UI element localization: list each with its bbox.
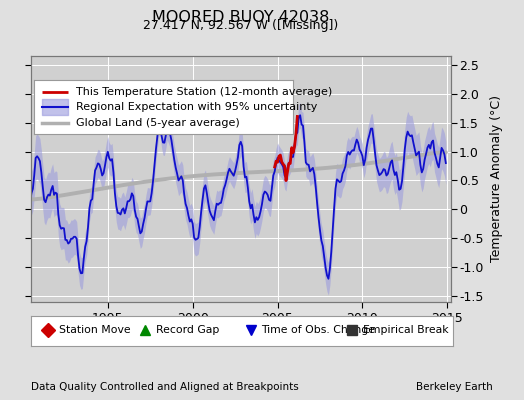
Text: Regional Expectation with 95% uncertainty: Regional Expectation with 95% uncertaint… <box>75 102 317 112</box>
Text: Record Gap: Record Gap <box>156 326 219 335</box>
Text: Time of Obs. Change: Time of Obs. Change <box>261 326 375 335</box>
Text: Global Land (5-year average): Global Land (5-year average) <box>75 118 239 128</box>
Text: Berkeley Earth: Berkeley Earth <box>416 382 493 392</box>
Text: Empirical Break: Empirical Break <box>363 326 448 335</box>
Y-axis label: Temperature Anomaly (°C): Temperature Anomaly (°C) <box>490 96 504 262</box>
Text: Station Move: Station Move <box>59 326 130 335</box>
Text: MOORED BUOY 42038: MOORED BUOY 42038 <box>152 10 330 25</box>
Text: 27.417 N, 92.567 W ([Missing]): 27.417 N, 92.567 W ([Missing]) <box>144 19 339 32</box>
Text: Data Quality Controlled and Aligned at Breakpoints: Data Quality Controlled and Aligned at B… <box>31 382 299 392</box>
Text: This Temperature Station (12-month average): This Temperature Station (12-month avera… <box>75 87 332 97</box>
